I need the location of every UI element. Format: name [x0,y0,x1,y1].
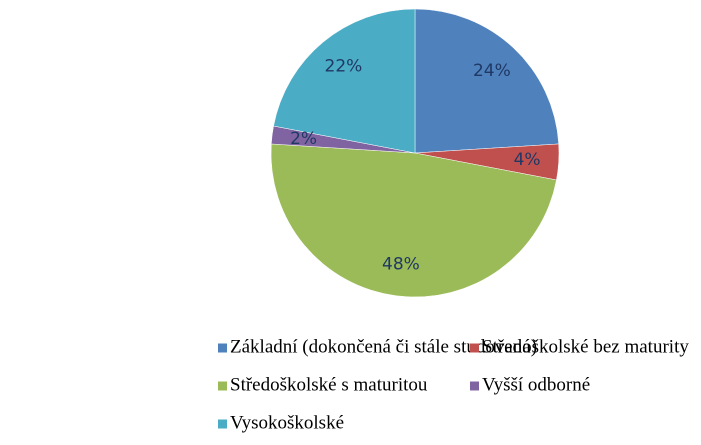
legend-label: Vyšší odborné [482,374,590,395]
data-label: 22% [325,56,363,76]
pie-slice [273,8,416,154]
pie-slice [414,8,559,154]
data-label: 24% [473,61,511,81]
legend-marker [218,419,227,429]
data-label: 2% [290,129,317,149]
legend-marker [218,381,227,391]
pie-slice [270,143,557,298]
legend-marker [470,381,479,391]
data-label: 4% [514,150,541,170]
legend-marker [470,343,479,353]
legend-marker [218,343,227,353]
legend-label: Středoškolské bez maturity [482,336,689,357]
data-label: 48% [382,254,420,274]
legend-label: Středoškolské s maturitou [230,374,428,395]
legend-label: Základní (dokončená či stále studovaná) [230,336,537,357]
legend-label: Vysokoškolské [230,412,344,433]
